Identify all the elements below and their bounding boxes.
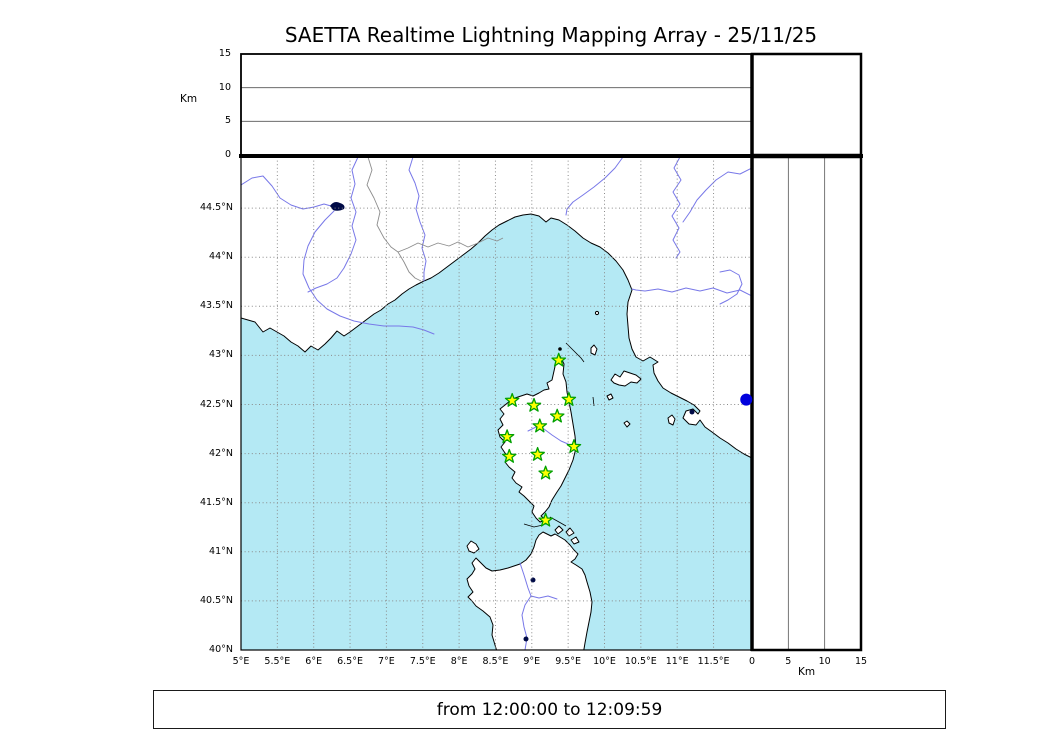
- page-title: SAETTA Realtime Lightning Mapping Array …: [284, 23, 818, 47]
- gorgona-island: [594, 310, 600, 316]
- status-bar: from 12:00:00 to 12:09:59: [153, 690, 946, 729]
- right-panel-axis-label: Km: [797, 666, 816, 678]
- corsica-coastline: [497, 355, 577, 523]
- sardinia-lake-south: [523, 636, 529, 642]
- rivers: [241, 156, 752, 650]
- station-star: [538, 512, 553, 527]
- giraglia-islet: [558, 347, 562, 351]
- corner-panel: [752, 54, 861, 155]
- map-gridlines: [241, 157, 752, 650]
- top-panel-axis-label: Km: [180, 93, 198, 105]
- time-window-text: from 12:00:00 to 12:09:59: [436, 699, 663, 720]
- pianosa-island: [606, 393, 614, 401]
- station-star: [530, 446, 545, 461]
- station-star: [549, 408, 565, 423]
- detection-dot: [740, 393, 753, 406]
- map-panel: [241, 156, 752, 650]
- maddalena-islands: [554, 525, 580, 545]
- giglio-island: [667, 414, 676, 426]
- station-star: [526, 397, 542, 412]
- station-star: [538, 465, 553, 480]
- station-star: [504, 392, 520, 407]
- detection-markers: [740, 393, 753, 406]
- lake-serre-poncon: [330, 202, 345, 211]
- top-panel-gridlines: [241, 87, 752, 122]
- mainland-coastline: [241, 156, 752, 459]
- station-star: [566, 439, 582, 454]
- station-star: [551, 352, 567, 367]
- station-markers: [499, 352, 582, 527]
- right-panel-gridlines: [787, 157, 826, 650]
- top-altitude-panel: [241, 54, 752, 155]
- montecristo-island: [623, 420, 631, 428]
- station-star: [499, 429, 515, 444]
- orbetello-lagoon: [689, 409, 695, 415]
- elba-island: [610, 370, 642, 387]
- asinara-island: [466, 540, 480, 554]
- country-borders: [366, 156, 504, 282]
- right-altitude-panel: [752, 157, 861, 650]
- capraia-island: [590, 344, 598, 356]
- station-star: [532, 418, 548, 433]
- islands: [466, 310, 676, 554]
- station-star: [501, 448, 517, 463]
- sardinia-lake-north: [530, 577, 536, 583]
- station-star: [561, 391, 577, 406]
